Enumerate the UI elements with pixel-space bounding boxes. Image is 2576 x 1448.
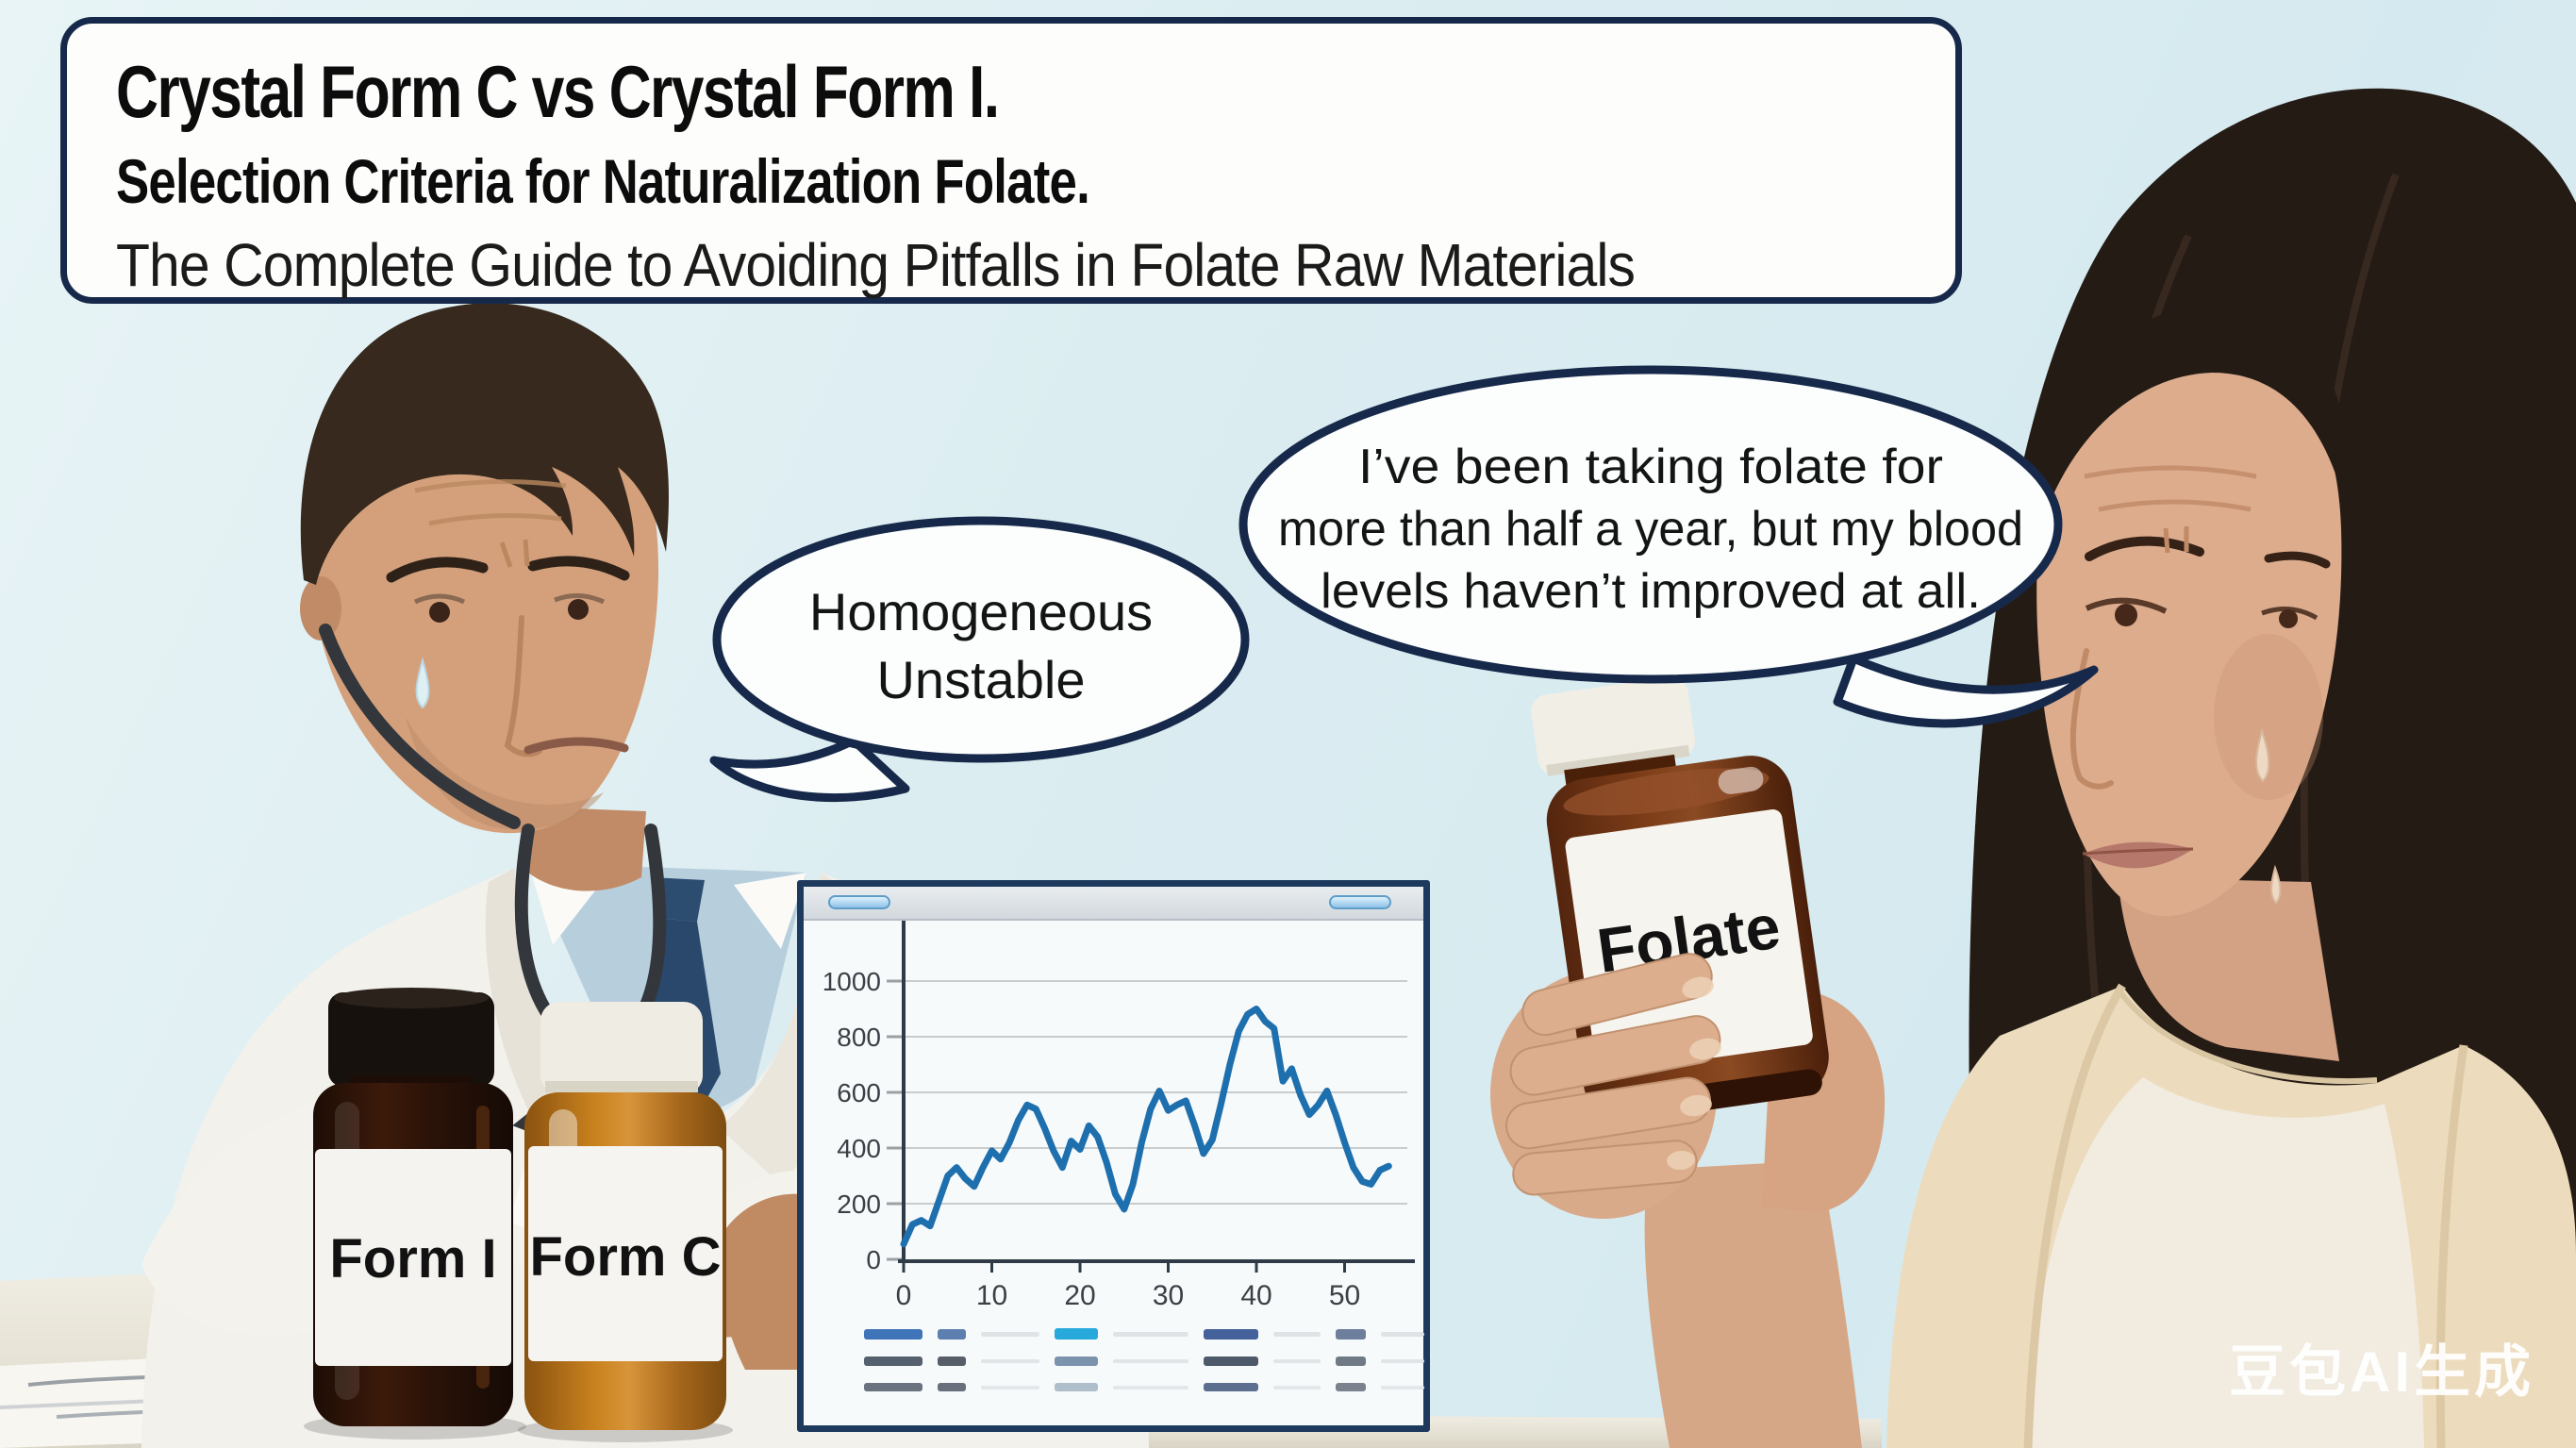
form-i-cap	[328, 992, 494, 1087]
mini-table-cell	[1204, 1356, 1258, 1366]
mini-table-cell	[1113, 1331, 1188, 1337]
ai-watermark: 豆包AI生成	[2229, 1340, 2534, 1404]
mini-table-cell	[864, 1328, 922, 1340]
form-c-bottle: Form C	[518, 1002, 733, 1442]
mini-table-cell	[1113, 1359, 1188, 1363]
doctor-tear	[415, 657, 430, 709]
y-axis-tick-label: 800	[837, 1023, 881, 1052]
mini-table-cell	[938, 1328, 966, 1340]
x-axis-tick-label: 20	[1064, 1280, 1095, 1311]
doctor-speech-bubble: Homogeneous Unstable	[709, 516, 1250, 803]
patient-bubble-line3: levels haven’t improved at all.	[1321, 564, 1981, 619]
patient-bubble-line2: more than half a year, but my blood	[1278, 502, 2023, 557]
y-axis-tick-label: 0	[866, 1245, 881, 1274]
x-axis-tick-label: 30	[1153, 1280, 1184, 1311]
mini-table-cell	[981, 1385, 1039, 1390]
mini-table-cell	[1273, 1359, 1321, 1363]
mini-table-row	[864, 1328, 1439, 1340]
doctor-bubble-line1: Homogeneous	[809, 582, 1153, 641]
y-axis-tick-label: 200	[837, 1190, 881, 1219]
mini-table-cell	[1381, 1385, 1424, 1390]
title-line-3: The Complete Guide to Avoiding Pitfalls …	[116, 231, 1636, 299]
mini-table-cell	[938, 1383, 966, 1391]
mini-table-cell	[1336, 1383, 1366, 1391]
mini-table-cell	[1336, 1328, 1366, 1340]
title-line-1: Crystal Form C vs Crystal Form I.	[116, 50, 1000, 133]
patient-bubble-tail	[1833, 654, 2099, 728]
mini-table-cell	[1273, 1331, 1321, 1337]
mini-table-cell	[1204, 1328, 1258, 1340]
mini-table-row	[864, 1356, 1439, 1366]
title-box: Crystal Form C vs Crystal Form I. Select…	[60, 17, 1962, 304]
mini-table-cell	[864, 1356, 922, 1366]
form-i-label	[315, 1149, 511, 1366]
form-c-label-text: Form C	[530, 1226, 722, 1288]
y-axis-tick-label: 600	[837, 1078, 881, 1107]
mini-table-cell	[1273, 1385, 1321, 1390]
chart-window: 0 200 400 600 800 1000 0 10 20 30 40 50	[797, 880, 1430, 1432]
mini-table-row	[864, 1383, 1439, 1391]
toolbar-pill-left[interactable]	[828, 895, 890, 909]
title-line-2: Selection Criteria for Naturalization Fo…	[116, 146, 1090, 216]
patient-forearm	[1644, 1160, 1862, 1448]
doctor-frown-mouth	[524, 737, 629, 755]
patient-hand-fingers	[1505, 953, 1721, 1196]
x-axis-tick-label: 40	[1240, 1280, 1271, 1311]
x-axis-tick-label: 50	[1329, 1280, 1360, 1311]
mini-table-cell	[1055, 1383, 1098, 1391]
line-chart: 0 200 400 600 800 1000 0 10 20 30 40 50	[823, 921, 1415, 1311]
mini-table-cell	[864, 1383, 922, 1391]
mini-table-cell	[1204, 1383, 1258, 1391]
fingernails	[1667, 976, 1721, 1171]
form-c-label	[528, 1146, 723, 1361]
toolbar-pill-right[interactable]	[1329, 895, 1391, 909]
mini-table-cell	[981, 1331, 1039, 1337]
form-i-label-text: Form I	[329, 1228, 496, 1290]
data-series-line	[900, 1006, 1392, 1248]
patient-tear	[2255, 727, 2270, 783]
y-axis-tick-label: 1000	[823, 967, 881, 996]
mini-table-cell	[1113, 1385, 1188, 1390]
patient-bubble-line1: I’ve been taking folate for	[1358, 440, 1943, 494]
y-axis-tick-label: 400	[837, 1134, 881, 1163]
x-axis-tick-label: 0	[896, 1280, 912, 1311]
chart-toolbar	[804, 887, 1423, 921]
doctor-bubble-tail	[709, 736, 910, 803]
patient-speech-bubble: I’ve been taking folate for more than ha…	[1238, 365, 2099, 728]
mini-table-cell	[1055, 1356, 1098, 1366]
mini-table-cell	[1055, 1328, 1098, 1340]
form-i-bottle: Form I	[304, 988, 526, 1440]
mini-table-cell	[1336, 1356, 1366, 1366]
mini-table-cell	[938, 1356, 966, 1366]
doctor-bubble-line2: Unstable	[876, 650, 1085, 709]
mini-table-cell	[1381, 1331, 1424, 1337]
form-c-cap	[540, 1002, 703, 1094]
doctor-hair	[300, 303, 669, 585]
mini-table-cell	[981, 1359, 1039, 1363]
mini-data-table	[864, 1328, 1439, 1408]
mini-table-cell	[1381, 1359, 1424, 1363]
x-axis-tick-label: 10	[976, 1280, 1007, 1311]
